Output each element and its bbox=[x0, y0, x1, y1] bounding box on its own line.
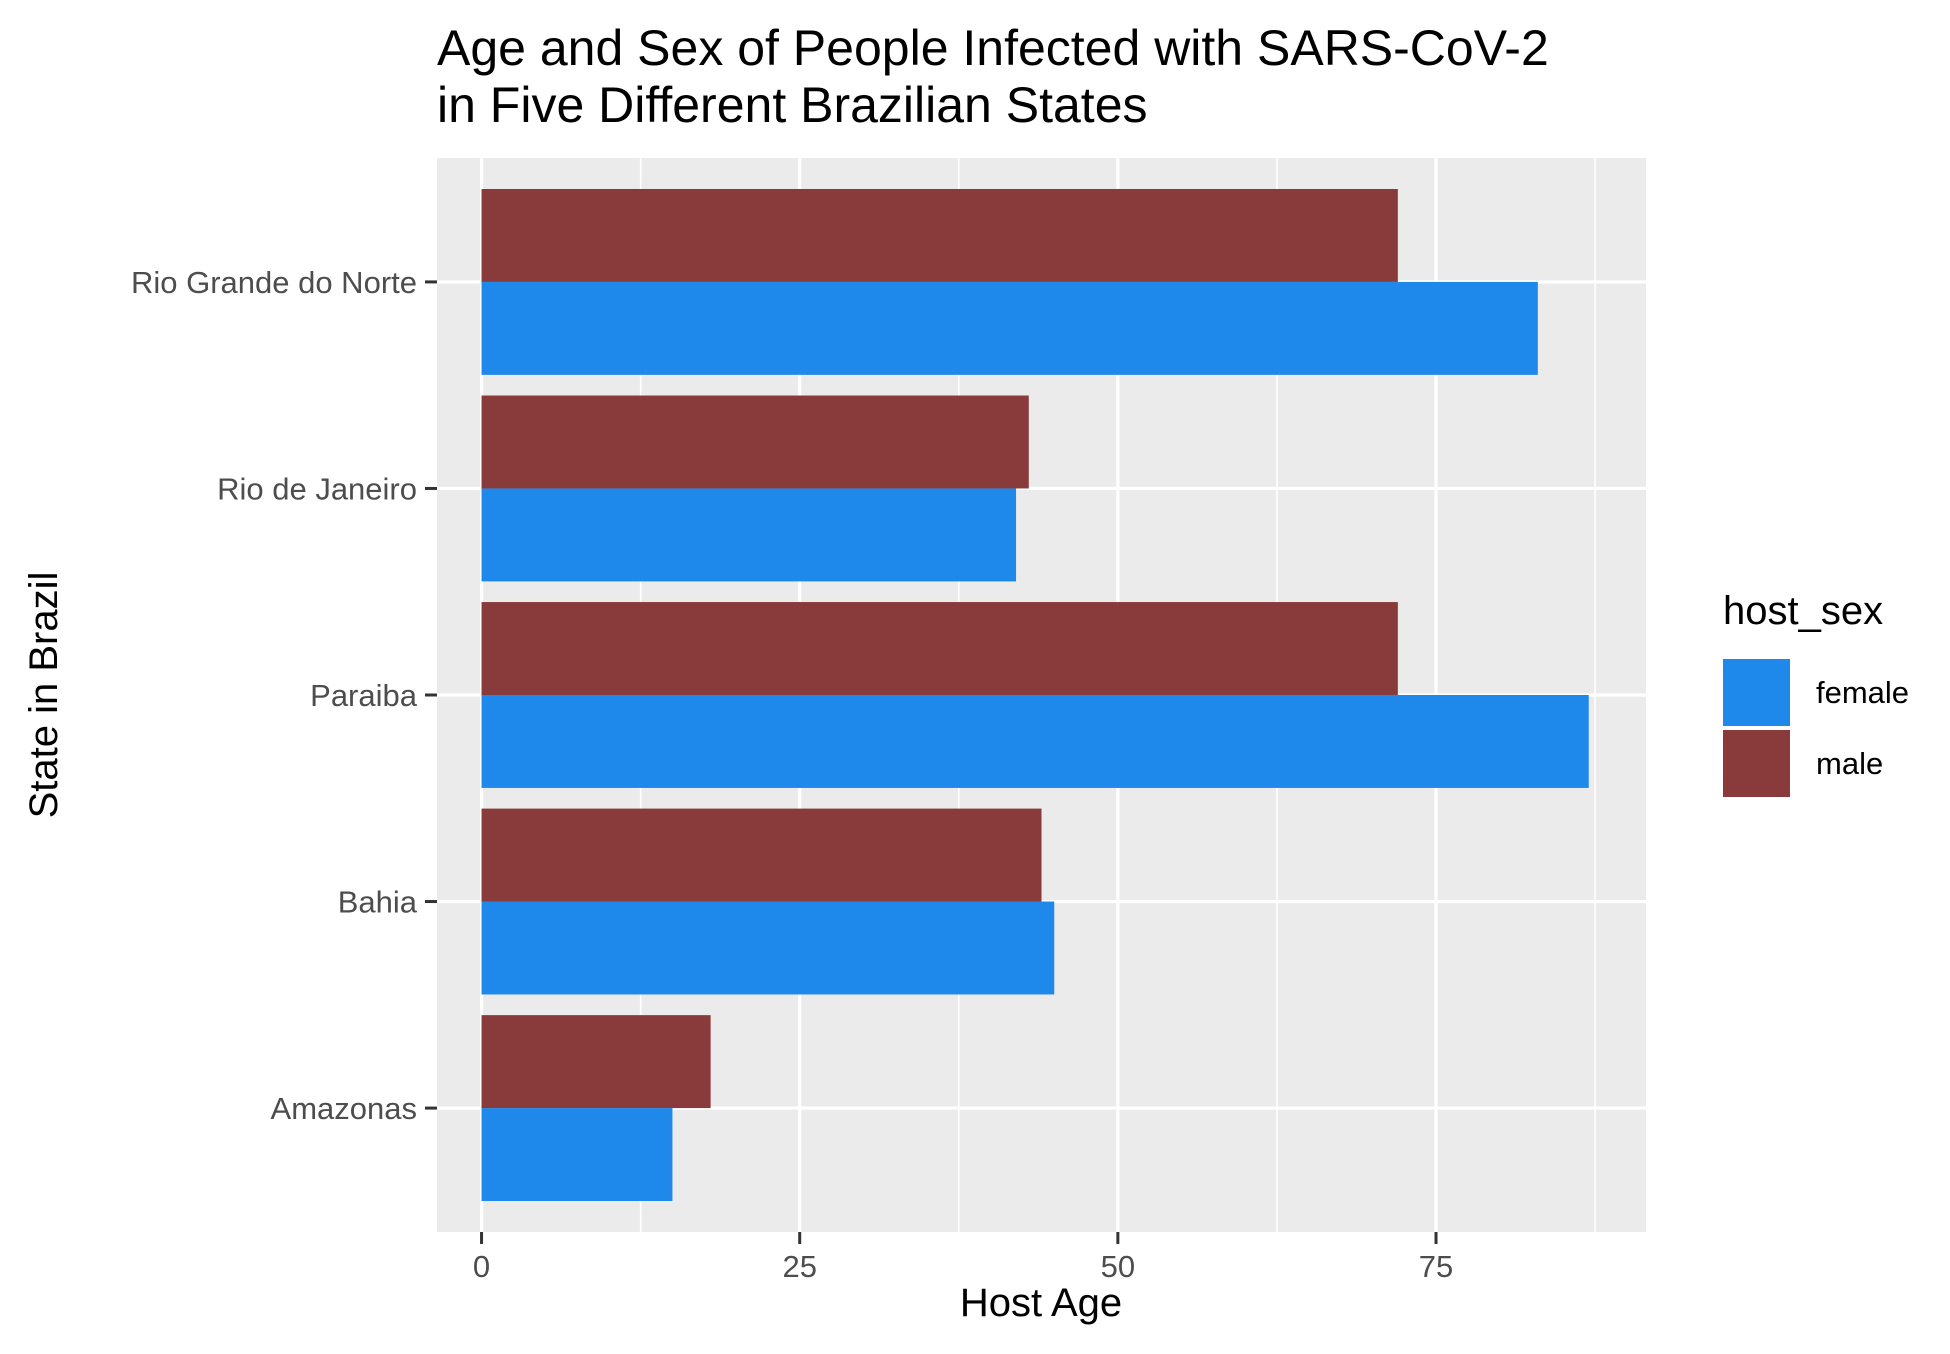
bar-rio-grande-do-norte-female bbox=[481, 281, 1538, 375]
x-tick-label-50: 50 bbox=[1101, 1249, 1135, 1284]
bar-amazonas-female bbox=[481, 1108, 673, 1202]
legend-title: host_sex bbox=[1723, 589, 1883, 633]
y-tick-label-paraiba: Paraiba bbox=[310, 678, 418, 713]
y-tick-label-rio-grande-do-norte: Rio Grande do Norte bbox=[131, 265, 417, 300]
y-tick-label-rio-de-janeiro: Rio de Janeiro bbox=[217, 471, 417, 506]
bar-amazonas-male bbox=[481, 1015, 711, 1109]
legend-label-female: female bbox=[1816, 675, 1909, 710]
legend: host_sex female male bbox=[1723, 589, 1909, 797]
bars-group bbox=[481, 188, 1589, 1202]
y-tick-label-bahia: Bahia bbox=[338, 885, 418, 920]
legend-swatch-male bbox=[1723, 730, 1790, 797]
x-tick-label-25: 25 bbox=[782, 1249, 816, 1284]
y-tick-label-amazonas: Amazonas bbox=[271, 1091, 417, 1126]
chart-title-line-1: Age and Sex of People Infected with SARS… bbox=[437, 20, 1549, 76]
y-axis-title: State in Brazil bbox=[22, 572, 66, 819]
bar-bahia-female bbox=[481, 901, 1055, 995]
bar-rio-de-janeiro-female bbox=[481, 488, 1017, 582]
bar-rio-grande-do-norte-male bbox=[481, 188, 1398, 282]
legend-label-male: male bbox=[1816, 746, 1883, 781]
bar-paraiba-female bbox=[481, 695, 1589, 788]
bar-paraiba-male bbox=[481, 602, 1398, 695]
legend-swatch-female bbox=[1723, 659, 1790, 726]
x-tick-label-75: 75 bbox=[1419, 1249, 1453, 1284]
axes-group: Amazonas Bahia Paraiba Rio de Janeiro Rio Gr… bbox=[131, 265, 1453, 1284]
bar-bahia-male bbox=[481, 808, 1042, 902]
x-tick-label-0: 0 bbox=[473, 1249, 490, 1284]
x-axis-title: Host Age bbox=[960, 1281, 1122, 1325]
chart-title-line-2: in Five Different Brazilian States bbox=[437, 77, 1148, 133]
bar-rio-de-janeiro-male bbox=[481, 395, 1029, 489]
